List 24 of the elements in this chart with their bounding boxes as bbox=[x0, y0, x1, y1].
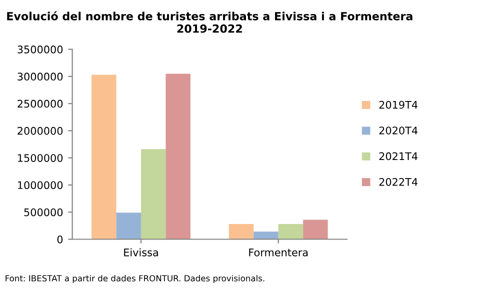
bar bbox=[116, 212, 141, 240]
bar bbox=[228, 224, 254, 240]
legend-label: 2020T4 bbox=[379, 126, 418, 134]
x-tick-label: Eivissa bbox=[124, 248, 158, 256]
y-tick-label: 2000000 bbox=[18, 126, 63, 135]
y-tick-label: 500000 bbox=[24, 208, 63, 216]
y-tick-label: 3000000 bbox=[18, 72, 63, 81]
y-tick-label: 1500000 bbox=[18, 154, 63, 162]
chart-title: Evolució del nombre de turistes arribats a Eivissa i a Formentera 2019-2022 bbox=[7, 11, 412, 33]
y-tick-label: 2500000 bbox=[18, 100, 63, 108]
text: Font: IBESTAT a partir de dades FRONTUR. Dades provisionals. bbox=[6, 274, 264, 284]
bar bbox=[303, 220, 328, 240]
y-tick-label: 1000000 bbox=[18, 181, 63, 190]
bar bbox=[92, 74, 116, 240]
bar bbox=[278, 224, 304, 240]
y-tick-label: 0 bbox=[57, 235, 63, 244]
x-tick-label: Formentera bbox=[249, 248, 308, 256]
legend-label: 2022T4 bbox=[379, 178, 418, 186]
bar bbox=[166, 74, 190, 240]
legend-label: 2019T4 bbox=[379, 100, 418, 109]
legend-label: 2021T4 bbox=[379, 152, 418, 160]
bar bbox=[140, 149, 166, 240]
bar bbox=[254, 232, 278, 240]
y-tick-label: 3500000 bbox=[18, 46, 63, 54]
